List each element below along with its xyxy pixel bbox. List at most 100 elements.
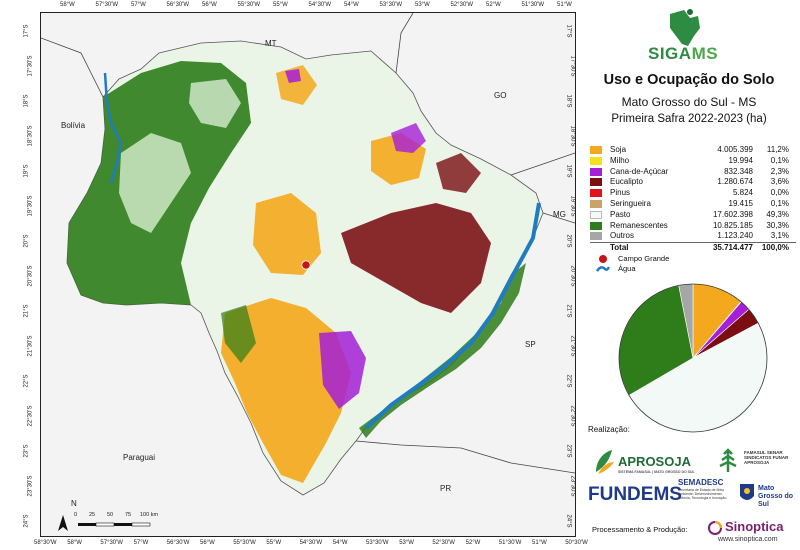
legend-pct: 0,0% [770, 188, 789, 198]
tick-right-label: 19°S [565, 164, 572, 178]
tick-top-label: 51°W [557, 2, 572, 8]
legend-swatch-outros [590, 232, 602, 241]
aprosoja-sub: SISTEMA FAMASUL | MATO GROSSO DO SUL [618, 470, 695, 474]
legend-name: Pasto [610, 209, 631, 219]
legend-swatch-eucalipto [590, 178, 602, 187]
tick-top-label: 52°W [486, 2, 501, 8]
legend-row: Cana-de-Açúcar 832.348 2,3% [590, 167, 796, 178]
realizacao-label: Realização: [588, 425, 630, 434]
legend-pct: 11,2% [766, 145, 789, 154]
tick-right-label: 20°S [565, 234, 572, 248]
tick-top-label: 56°W [202, 2, 217, 8]
tick-left-label: 23°S [23, 444, 30, 458]
pie-chart[interactable] [613, 278, 773, 438]
legend-swatch-cana [590, 167, 602, 176]
semadesc-logo: SEMADESC Secretaria de Estado de Meio Am… [678, 478, 736, 514]
tick-bottom-label: 57°30'W [100, 540, 123, 546]
legend-row: Pinus 5.824 0,0% [590, 188, 796, 199]
legend-total-area: 35.714.477 [712, 243, 753, 253]
legend-area: 1.280.674 [717, 177, 753, 187]
legend-row: Seringueira 19.415 0,1% [590, 199, 796, 210]
tick-top-label: 53°30'W [379, 2, 403, 8]
legend-swatch-milho [590, 156, 602, 165]
label-mg: MG [553, 210, 566, 219]
tick-left-label: 17°30'S [27, 55, 34, 77]
legend-area: 832.348 [724, 166, 753, 176]
legend-area: 5.824 [732, 188, 753, 198]
tick-left-label: 22°S [23, 374, 30, 388]
tick-top-label: 55°30'W [237, 2, 261, 8]
sinoptica-url: www.sinoptica.com [718, 536, 778, 543]
legend-name: Outros [610, 231, 635, 241]
scale-75: 75 [125, 512, 132, 518]
legend-total-name: Total [610, 243, 629, 253]
pantanal-open-areas-2 [189, 79, 241, 128]
tick-bottom-label: 56°30'W [166, 540, 190, 546]
marker-water-label: Água [618, 264, 636, 273]
scale-bar [78, 522, 151, 527]
tick-bottom-label: 56°W [200, 540, 215, 546]
legend-name: Remanescentes [610, 220, 668, 230]
governo-text: Mato Grosso do Sul [758, 485, 794, 508]
sinoptica-swirl-icon [708, 521, 722, 535]
remanescentes-south [221, 305, 256, 363]
water-wave-icon [596, 266, 610, 272]
legend-pct: 49,3% [766, 209, 789, 219]
pie-outline [618, 283, 768, 433]
north-arrow [58, 515, 68, 531]
tick-left-label: 19°30'S [27, 195, 34, 217]
tick-top-label: 51°30'W [521, 2, 545, 8]
eucalipto-east [341, 203, 491, 313]
famasul-wheat-icon [719, 448, 737, 472]
legend-name: Seringueira [610, 198, 651, 208]
tick-bottom-label: 53°30'W [366, 540, 389, 546]
legend-pct: 3,6% [770, 177, 789, 187]
tick-bottom-label: 53°W [399, 540, 414, 546]
label-go: GO [494, 91, 507, 100]
legend-pct: 30,3% [766, 220, 789, 230]
scale-50: 50 [107, 512, 114, 518]
scale-25: 25 [89, 512, 96, 518]
scale-0: 0 [74, 512, 78, 518]
tick-bottom-label: 55°30'W [233, 540, 256, 546]
legend-swatch-remanescentes [590, 221, 602, 230]
tick-right-label: 23°30'S [569, 475, 576, 497]
tick-right-label: 22°S [565, 374, 572, 388]
campo-grande-marker[interactable] [301, 260, 311, 270]
land-use-map[interactable] [41, 13, 575, 536]
mg-sp-border [542, 212, 575, 224]
tick-top-label: 55°W [273, 2, 288, 8]
map-frame[interactable]: N 0 25 50 75 100 km MT GO MG SP PR Bolív… [40, 12, 576, 537]
legend-row: Outros 1.123.240 3,1% [590, 231, 796, 242]
tick-bottom-label: 52°W [465, 540, 481, 546]
famasul-text: FAMASUL SENAR SINDICATOS FUNAR APROSOJA [744, 450, 789, 465]
label-mt: MT [265, 39, 277, 48]
aprosoja-logo: APROSOJA SISTEMA FAMASUL | MATO GROSSO D… [592, 448, 712, 478]
tick-left-label: 22°30'S [27, 405, 34, 427]
legend-area: 19.994 [728, 155, 753, 165]
cana-east [391, 123, 426, 153]
legend-row: Eucalipto 1.280.674 3,6% [590, 177, 796, 188]
tick-top-label: 53°W [415, 2, 430, 8]
legend-name: Pinus [610, 188, 631, 198]
tick-bottom-label: 51°30'W [498, 540, 522, 546]
siga-ms-logo-icon [670, 9, 700, 46]
tick-right-label: 17°30'S [569, 55, 576, 77]
tick-right-label: 20°30'S [569, 265, 576, 287]
tick-bottom-label: 54°30'W [299, 540, 323, 546]
tick-left-label: 20°30'S [27, 265, 34, 287]
city-dot-icon [599, 255, 607, 263]
aprosoja-text: APROSOJA [618, 454, 691, 469]
legend-area: 4.005.399 [717, 145, 753, 154]
tick-top-label: 57°30'W [95, 2, 119, 8]
legend-name: Soja [610, 145, 627, 154]
cana-north [285, 69, 301, 83]
legend-row: Pasto 17.602.398 49,3% [590, 210, 796, 221]
tick-left-label: 24°S [23, 514, 30, 528]
mt-go-border [395, 13, 414, 74]
label-pr: PR [440, 484, 452, 493]
sinoptica-logo: Sinoptica [725, 519, 784, 534]
legend-name: Milho [610, 155, 630, 165]
semadesc-text: SEMADESC [678, 478, 724, 487]
label-paraguai: Paraguai [123, 453, 156, 462]
